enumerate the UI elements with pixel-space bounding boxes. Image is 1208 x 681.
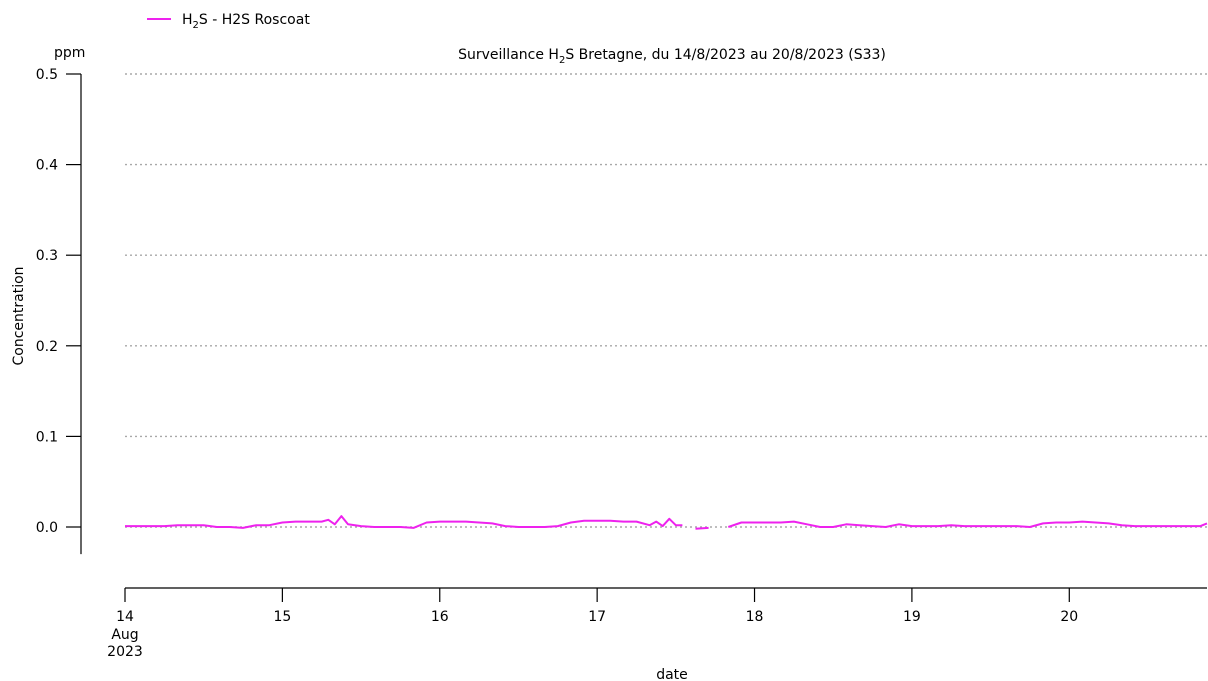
y-tick-label: 0.5: [36, 67, 58, 83]
series-group: [125, 515, 1208, 530]
x-tick-label: 20: [1060, 609, 1078, 625]
x-axis-label: date: [656, 667, 688, 681]
y-tick-label: 0.1: [36, 429, 58, 445]
legend-label: H2S - H2S Roscoat: [182, 12, 310, 31]
series-line: [125, 515, 683, 529]
x-tick-label: 16: [431, 609, 449, 625]
y-tick-label: 0.2: [36, 339, 58, 355]
grid: [125, 73, 1207, 528]
x-tick-label: 17: [588, 609, 606, 625]
x-tick-sublabel: Aug: [111, 627, 138, 643]
x-tick-sublabel: 2023: [107, 644, 143, 660]
x-tick-label: 19: [903, 609, 921, 625]
x-tick-label: 18: [746, 609, 764, 625]
x-tick-label: 15: [273, 609, 291, 625]
y-tick-label: 0.0: [36, 520, 58, 536]
y-unit-label: ppm: [54, 45, 85, 61]
legend: H2S - H2S Roscoat: [147, 12, 310, 31]
y-tick-label: 0.3: [36, 248, 58, 264]
y-axis: 0.0 0.1 0.2 0.3 0.4 0.5: [36, 67, 82, 555]
series-line: [727, 520, 1208, 528]
series-line: [695, 526, 709, 530]
chart-title: Surveillance H2S Bretagne, du 14/8/2023 …: [458, 47, 886, 66]
y-axis-label: Concentration: [11, 266, 27, 365]
x-tick-label: 14: [116, 609, 134, 625]
y-tick-label: 0.4: [36, 158, 58, 174]
